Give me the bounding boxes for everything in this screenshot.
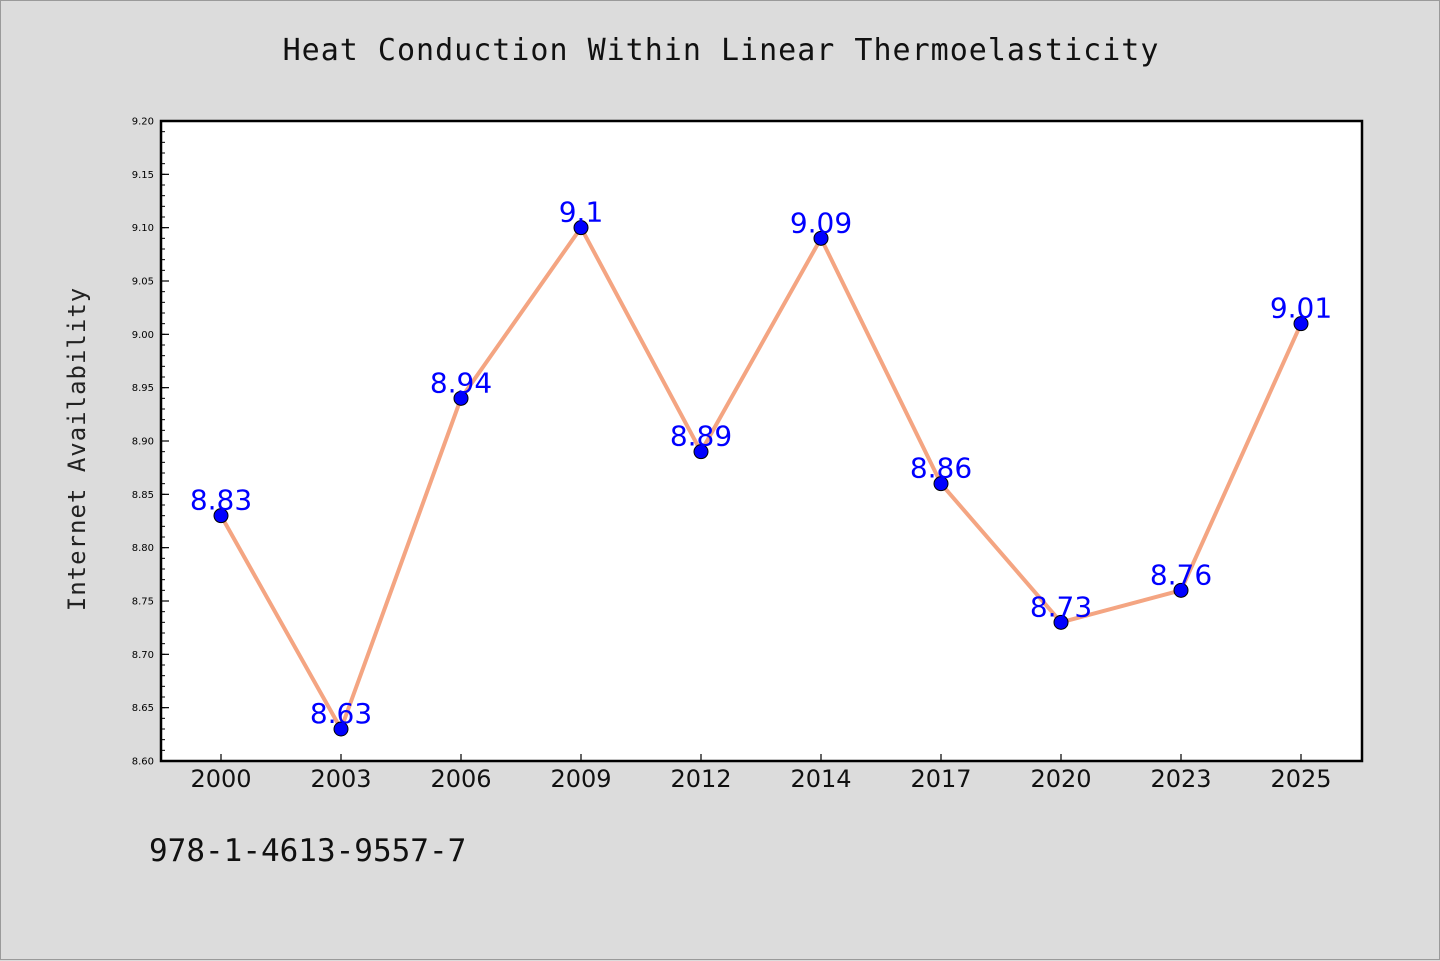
y-tick-label: 8.70 xyxy=(132,650,154,661)
y-tick-label: 8.60 xyxy=(132,757,154,768)
y-tick-label: 8.80 xyxy=(132,543,154,554)
x-tick-label: 2017 xyxy=(910,765,971,793)
data-label: 9.01 xyxy=(1270,292,1332,325)
x-tick-label: 2020 xyxy=(1030,765,1091,793)
y-tick-label: 9.10 xyxy=(132,223,154,234)
isbn-text: 978-1-4613-9557-7 xyxy=(149,833,467,869)
data-point xyxy=(1053,614,1069,630)
series-line xyxy=(219,225,1303,731)
data-point xyxy=(573,220,589,236)
x-tick-label: 2012 xyxy=(670,765,731,793)
x-tick-label: 2000 xyxy=(190,765,251,793)
data-label: 8.76 xyxy=(1150,558,1212,591)
x-tick-label: 2009 xyxy=(550,765,611,793)
data-point xyxy=(453,390,469,406)
y-tick-label: 9.05 xyxy=(132,277,154,288)
chart-title: Heat Conduction Within Linear Thermoelas… xyxy=(282,33,1160,68)
data-label: 8.89 xyxy=(670,420,732,453)
y-tick-label: 9.00 xyxy=(132,330,154,341)
y-tick-label: 8.85 xyxy=(132,490,154,501)
data-label: 8.73 xyxy=(1030,590,1092,623)
y-tick-label: 8.90 xyxy=(132,437,154,448)
data-point xyxy=(333,721,349,737)
plot-frame xyxy=(159,119,1364,763)
data-label: 9.1 xyxy=(559,196,604,229)
y-tick-label: 8.95 xyxy=(132,383,154,394)
data-label: 8.94 xyxy=(430,366,492,399)
data-point xyxy=(813,230,829,246)
y-tick-label: 8.75 xyxy=(132,597,154,608)
y-tick-label: 9.20 xyxy=(132,117,154,128)
data-label: 8.63 xyxy=(310,697,372,730)
data-label: 9.09 xyxy=(790,206,852,239)
data-label: 8.86 xyxy=(910,452,972,485)
x-tick-label: 2006 xyxy=(430,765,491,793)
data-point xyxy=(1293,316,1309,332)
y-tick-label: 9.15 xyxy=(132,170,154,181)
data-point xyxy=(1173,582,1189,598)
data-point xyxy=(693,444,709,460)
y-tick-label: 8.65 xyxy=(132,703,154,714)
x-tick-label: 2003 xyxy=(310,765,371,793)
data-point xyxy=(933,476,949,492)
x-tick-label: 2023 xyxy=(1150,765,1211,793)
plot-background xyxy=(161,121,1362,761)
data-point xyxy=(213,508,229,524)
x-tick-label: 2014 xyxy=(790,765,851,793)
data-label: 8.83 xyxy=(190,484,252,517)
x-tick-label: 2025 xyxy=(1270,765,1331,793)
